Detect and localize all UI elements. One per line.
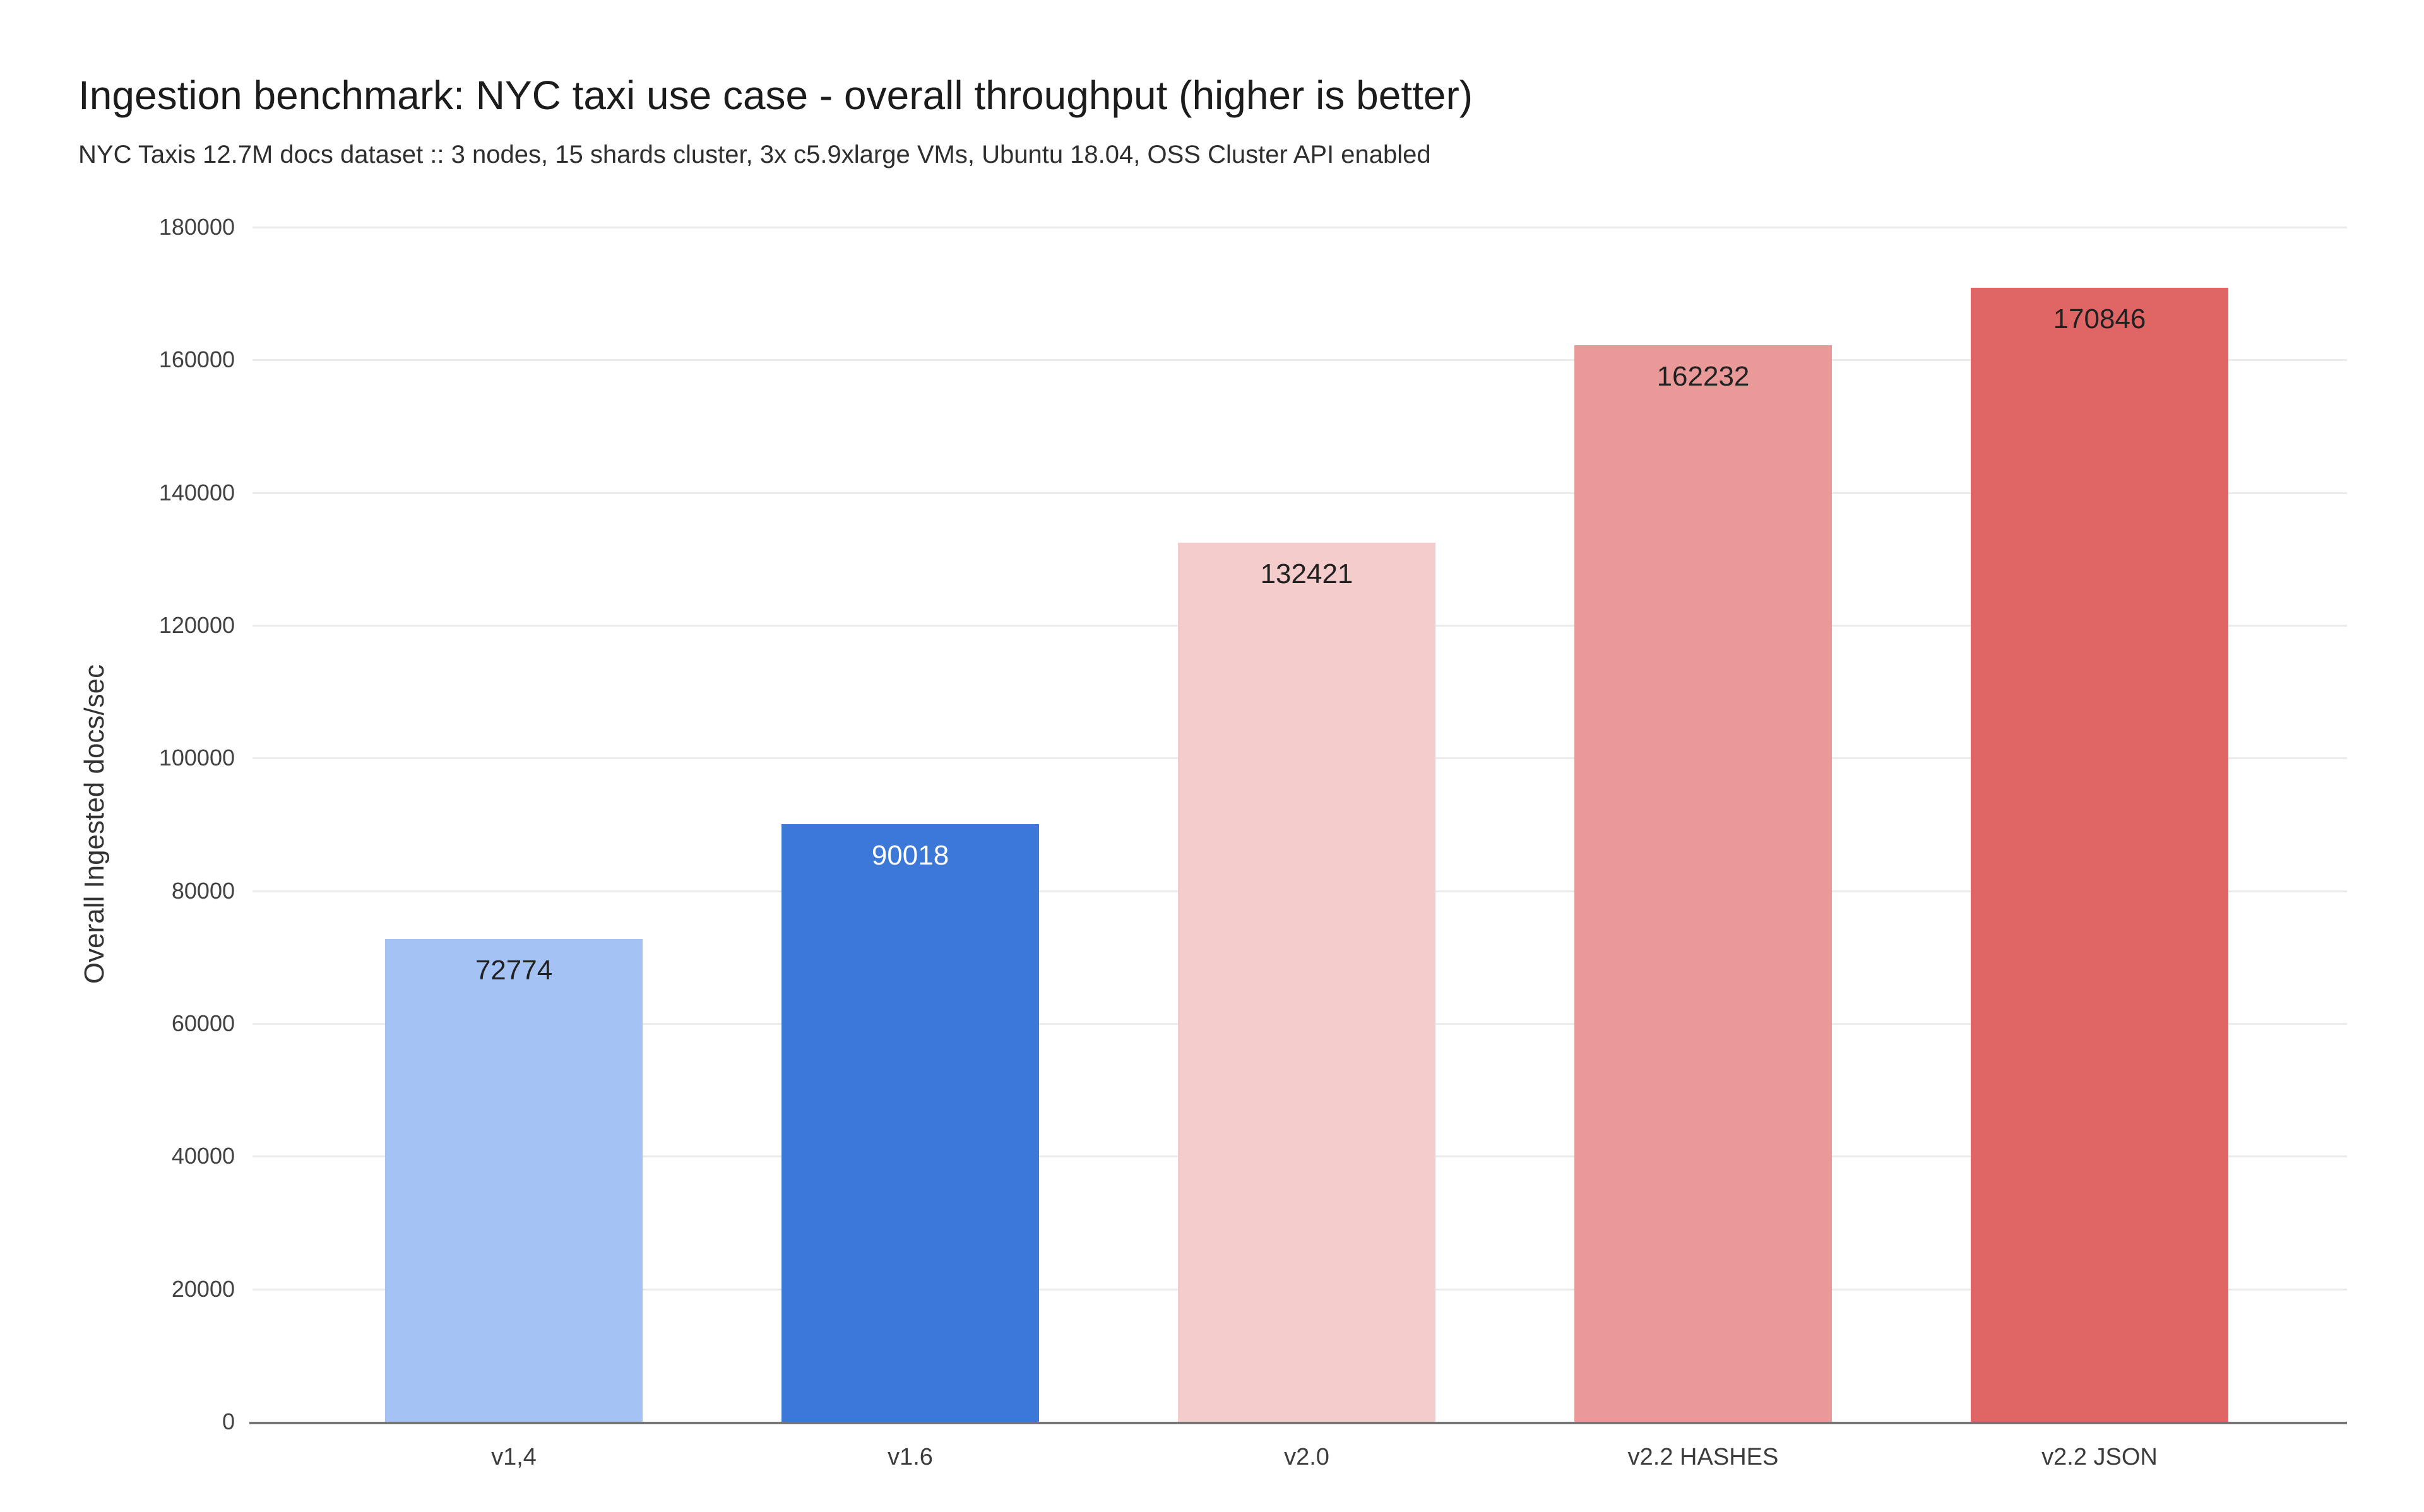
x-category-label: v1.6 — [888, 1444, 933, 1470]
bar-v2.0 — [1178, 543, 1435, 1422]
bar-v2.2 JSON — [1971, 288, 2228, 1422]
y-tick-label: 20000 — [171, 1275, 235, 1302]
chart-title: Ingestion benchmark: NYC taxi use case -… — [78, 73, 1473, 118]
bar-value-label: 132421 — [1260, 558, 1353, 590]
x-category-label: v2.0 — [1284, 1444, 1329, 1470]
bar-v1,4 — [385, 938, 643, 1422]
y-tick-label: 180000 — [158, 214, 235, 240]
y-tick-label: 100000 — [158, 745, 235, 771]
y-tick-label: 0 — [222, 1409, 235, 1434]
y-tick-label: 80000 — [171, 877, 235, 904]
y-tick-label: 120000 — [158, 612, 235, 638]
bar-v2.2 HASHES — [1574, 345, 1832, 1422]
x-category-label: v1,4 — [491, 1444, 537, 1470]
x-category-label: v2.2 HASHES — [1627, 1444, 1779, 1470]
y-tick-label: 40000 — [171, 1143, 235, 1169]
y-tick-label: 140000 — [158, 479, 235, 505]
bar-value-label: 170846 — [2053, 304, 2146, 335]
x-category-label: v2.2 JSON — [2041, 1444, 2158, 1470]
bar-value-label: 72774 — [475, 954, 553, 986]
bar-value-label: 90018 — [871, 840, 949, 871]
grid-line — [252, 227, 2347, 228]
bar-v1.6 — [781, 824, 1039, 1422]
chart-subtitle: NYC Taxis 12.7M docs dataset :: 3 nodes,… — [78, 141, 1431, 168]
y-tick-label: 60000 — [171, 1010, 235, 1036]
y-tick-label: 160000 — [158, 346, 235, 373]
x-axis-baseline — [249, 1422, 2347, 1424]
grid-line — [252, 492, 2347, 494]
grid-line — [252, 359, 2347, 362]
bar-value-label: 162232 — [1656, 360, 1750, 392]
